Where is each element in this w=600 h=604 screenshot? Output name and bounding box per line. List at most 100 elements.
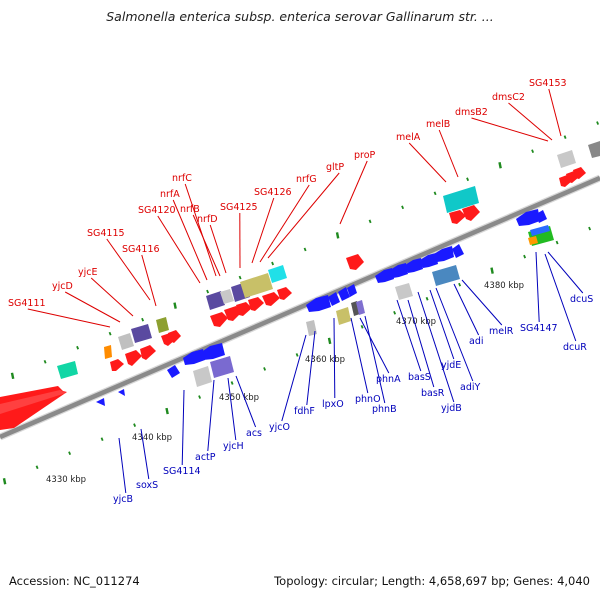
label-yjcd[interactable]: yjcD bbox=[52, 281, 120, 322]
svg-text:nrfA: nrfA bbox=[160, 189, 180, 200]
gene-orange-1[interactable] bbox=[104, 345, 112, 359]
svg-text:SG4115: SG4115 bbox=[87, 228, 125, 239]
label-dcus[interactable]: dcuS bbox=[548, 252, 593, 305]
svg-text:SG4111: SG4111 bbox=[8, 298, 46, 309]
svg-text:lpxO: lpxO bbox=[322, 399, 344, 410]
label-sg4111[interactable]: SG4111 bbox=[8, 298, 110, 327]
label-adi[interactable]: adi bbox=[454, 284, 484, 347]
tick-mark bbox=[435, 192, 436, 195]
svg-text:SG4125: SG4125 bbox=[220, 202, 258, 213]
label-melb[interactable]: melB bbox=[426, 119, 458, 177]
gene-red-j[interactable] bbox=[262, 292, 280, 306]
tick-mark bbox=[362, 325, 363, 328]
gene-khaki-2[interactable] bbox=[336, 307, 351, 325]
gene-teal-1[interactable] bbox=[57, 361, 78, 379]
label-sg4125[interactable]: SG4125 bbox=[220, 202, 258, 268]
tick-mark bbox=[264, 367, 265, 370]
gene-blue-e[interactable] bbox=[118, 389, 125, 396]
genome-summary-text: Topology: circular; Length: 4,658,697 bp… bbox=[274, 574, 590, 588]
gene-red-f[interactable] bbox=[210, 312, 228, 327]
svg-text:SG4116: SG4116 bbox=[122, 244, 160, 255]
gene-red-q[interactable] bbox=[573, 167, 586, 179]
gene-gray-6[interactable] bbox=[306, 320, 317, 336]
gene-red-c[interactable] bbox=[140, 345, 156, 360]
tick-mark bbox=[175, 303, 176, 309]
label-dmsb2[interactable]: dmsB2 bbox=[455, 107, 548, 141]
svg-text:proP: proP bbox=[354, 150, 376, 161]
svg-text:melB: melB bbox=[426, 119, 450, 130]
svg-text:SG4114: SG4114 bbox=[163, 466, 201, 477]
svg-text:yjdE: yjdE bbox=[441, 360, 461, 371]
label-yjce[interactable]: yjcE bbox=[78, 267, 133, 316]
gene-gray-4[interactable] bbox=[588, 141, 600, 158]
label-bass[interactable]: basS bbox=[397, 300, 431, 383]
svg-text:SG4126: SG4126 bbox=[254, 187, 292, 198]
reverse-strand-genes bbox=[96, 209, 554, 406]
label-yjco[interactable]: yjcO bbox=[269, 335, 306, 433]
label-yjcb[interactable]: yjcB bbox=[113, 438, 133, 505]
label-nrfd[interactable]: nrfD bbox=[197, 214, 226, 273]
svg-text:basR: basR bbox=[421, 388, 445, 399]
tick-mark bbox=[337, 232, 338, 238]
gene-blue-d[interactable] bbox=[96, 398, 105, 406]
gene-purple-1[interactable] bbox=[131, 324, 152, 343]
label-acs[interactable]: acs bbox=[236, 376, 262, 439]
tick-mark bbox=[589, 227, 590, 230]
label-sg4147[interactable]: SG4147 bbox=[520, 252, 558, 334]
tick-mark bbox=[4, 478, 5, 484]
svg-text:gltP: gltP bbox=[326, 162, 344, 173]
svg-text:acs: acs bbox=[246, 428, 262, 439]
label-sg4153[interactable]: SG4153 bbox=[529, 78, 567, 136]
label-phna[interactable]: phnA bbox=[360, 318, 401, 385]
label-fdhf[interactable]: fdhF bbox=[294, 331, 315, 417]
label-nrfa[interactable]: nrfA bbox=[160, 189, 207, 280]
tick-mark bbox=[305, 248, 306, 251]
gene-cyan-1[interactable] bbox=[268, 265, 287, 283]
gene-gray-7[interactable] bbox=[395, 283, 413, 300]
label-sg4116[interactable]: SG4116 bbox=[122, 244, 160, 306]
tick-mark bbox=[297, 353, 298, 356]
gene-red-b[interactable] bbox=[125, 350, 142, 366]
gene-red-a[interactable] bbox=[110, 359, 124, 371]
tick-mark bbox=[110, 332, 111, 335]
svg-text:nrfC: nrfC bbox=[172, 173, 192, 184]
svg-text:dcuR: dcuR bbox=[563, 342, 587, 353]
gene-lavender-1[interactable] bbox=[210, 356, 234, 378]
gene-olive-1[interactable] bbox=[156, 317, 169, 333]
svg-text:yjdB: yjdB bbox=[441, 403, 462, 414]
svg-text:yjcD: yjcD bbox=[52, 281, 73, 292]
label-sg4126[interactable]: SG4126 bbox=[252, 187, 292, 263]
accession-text: Accession: NC_011274 bbox=[9, 574, 140, 588]
svg-text:SG4147: SG4147 bbox=[520, 323, 558, 334]
label-mela[interactable]: melA bbox=[396, 132, 446, 182]
gene-gray-5[interactable] bbox=[193, 366, 212, 387]
svg-text:actP: actP bbox=[195, 452, 216, 463]
tick-mark bbox=[199, 396, 200, 399]
tick-mark bbox=[459, 283, 460, 286]
tick-mark bbox=[134, 424, 135, 427]
label-sg4115[interactable]: SG4115 bbox=[87, 228, 150, 300]
tick-mark bbox=[500, 162, 501, 168]
gene-blue-f[interactable] bbox=[306, 295, 331, 312]
gene-gray-3[interactable] bbox=[557, 150, 576, 168]
gene-red-l[interactable] bbox=[346, 254, 364, 270]
svg-text:SG4153: SG4153 bbox=[529, 78, 567, 89]
label-phno[interactable]: phnO bbox=[351, 318, 381, 405]
tick-label: 4330 kbp bbox=[46, 475, 86, 485]
forward-strand-genes bbox=[57, 141, 600, 379]
label-prop[interactable]: proP bbox=[340, 150, 376, 224]
tick-mark bbox=[240, 276, 241, 279]
gene-steelblue-1[interactable] bbox=[432, 265, 460, 286]
tick-mark bbox=[597, 122, 598, 125]
label-actp[interactable]: actP bbox=[195, 380, 216, 463]
tick-label: 4340 kbp bbox=[132, 433, 172, 443]
tick-label: 4380 kbp bbox=[484, 281, 524, 291]
svg-text:SG4120: SG4120 bbox=[138, 205, 176, 216]
gene-gray-1[interactable] bbox=[118, 333, 134, 350]
tick-mark bbox=[492, 268, 493, 274]
tick-mark bbox=[394, 311, 395, 314]
tick-mark bbox=[12, 373, 13, 379]
label-yjde[interactable]: yjdE bbox=[430, 290, 461, 371]
